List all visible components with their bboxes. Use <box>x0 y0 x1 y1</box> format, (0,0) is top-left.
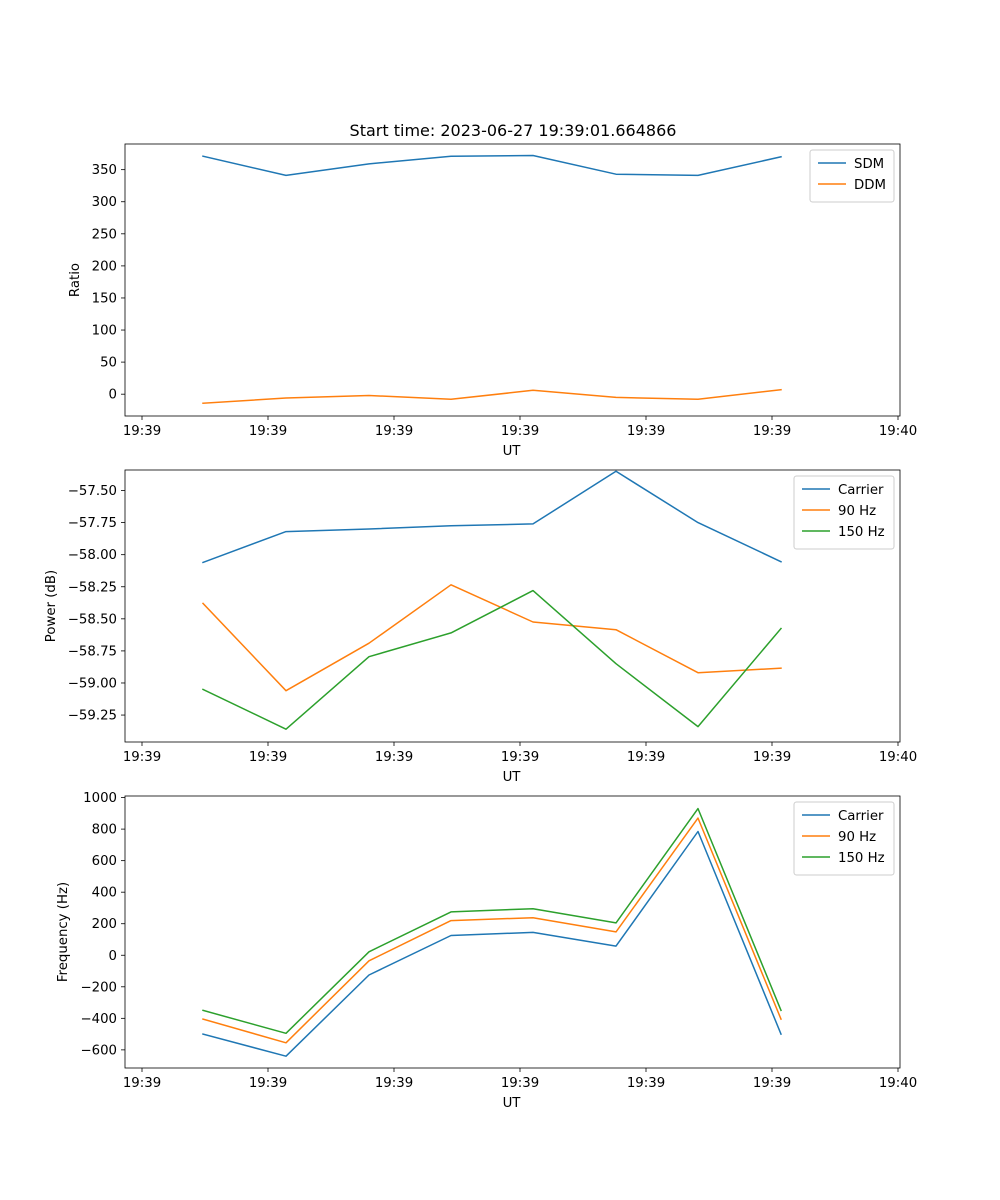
x-tick-label: 19:39 <box>375 750 413 765</box>
series-line-sdm <box>202 154 782 177</box>
x-axis-label: UT <box>503 770 522 785</box>
legend-label-150-hz: 150 Hz <box>838 851 885 866</box>
x-tick-label: 19:39 <box>753 424 791 439</box>
x-axis-label: UT <box>503 1096 522 1111</box>
legend-label-carrier: Carrier <box>838 483 884 498</box>
x-tick-label: 19:39 <box>249 424 287 439</box>
chart-panel-2: 19:39 19:39 19:39 19:39 19:39 19:39 19:40 −59.2… <box>44 469 917 785</box>
y-tick-label: −58.50 <box>68 612 117 627</box>
y-tick-label: −58.25 <box>68 580 117 595</box>
legend: Carrier 90 Hz 150 Hz <box>793 475 895 550</box>
y-tick-label: −400 <box>80 1012 117 1027</box>
y-tick-label: −58.00 <box>68 548 117 563</box>
x-tick-label: 19:39 <box>753 1076 791 1091</box>
y-tick-label: −600 <box>80 1043 117 1058</box>
chart-panel-3: 19:39 19:39 19:39 19:39 19:39 19:39 19:40 −600 −… <box>56 791 917 1111</box>
x-axis-label: UT <box>503 444 522 459</box>
x-tick-label: 19:39 <box>123 424 161 439</box>
y-tick-label: 100 <box>92 324 117 339</box>
y-tick-label: 150 <box>92 291 117 306</box>
y-tick-label: 300 <box>92 195 117 210</box>
y-tick-label: 350 <box>92 163 117 178</box>
x-tick-label: 19:39 <box>501 1076 539 1091</box>
x-tick-label: 19:39 <box>249 1076 287 1091</box>
x-tick-label: 19:40 <box>879 750 917 765</box>
y-tick-label: 0 <box>109 949 117 964</box>
series-line-carrier <box>202 830 782 1057</box>
legend: Carrier 90 Hz 150 Hz <box>793 801 895 876</box>
y-tick-label: −59.25 <box>68 709 117 724</box>
x-tick-label: 19:39 <box>123 750 161 765</box>
axes-frame <box>124 469 901 743</box>
legend-label-90-hz: 90 Hz <box>838 830 876 845</box>
x-tick-label: 19:39 <box>501 750 539 765</box>
x-tick-label: 19:39 <box>627 1076 665 1091</box>
y-tick-label: 50 <box>100 356 117 371</box>
y-axis-label: Ratio <box>68 263 83 297</box>
y-tick-label: 200 <box>92 259 117 274</box>
x-tick-label: 19:39 <box>501 424 539 439</box>
series-line-90-hz <box>201 584 782 692</box>
series-line-ddm <box>202 388 782 404</box>
legend: SDM DDM <box>809 149 895 203</box>
y-tick-label: 200 <box>92 917 117 932</box>
x-tick-label: 19:39 <box>627 424 665 439</box>
series-line-150-hz <box>201 589 783 730</box>
x-tick-label: 19:39 <box>627 750 665 765</box>
y-tick-label: 600 <box>92 854 117 869</box>
y-tick-label: 250 <box>92 227 117 242</box>
series-line-90-hz <box>202 817 782 1044</box>
x-tick-label: 19:40 <box>879 424 917 439</box>
y-tick-label: −59.00 <box>68 676 117 691</box>
y-axis-label: Frequency (Hz) <box>56 882 71 982</box>
legend-label-carrier: Carrier <box>838 809 884 824</box>
axes-frame <box>124 143 901 417</box>
legend-label-90-hz: 90 Hz <box>838 504 876 519</box>
y-tick-label: 400 <box>92 886 117 901</box>
figure-title: Start time: 2023-06-27 19:39:01.664866 <box>350 121 677 140</box>
x-tick-label: 19:39 <box>123 1076 161 1091</box>
y-tick-label: −200 <box>80 980 117 995</box>
legend-label-sdm: SDM <box>854 157 884 172</box>
x-tick-label: 19:40 <box>879 1076 917 1091</box>
legend-label-ddm: DDM <box>854 178 886 193</box>
x-tick-label: 19:39 <box>249 750 287 765</box>
x-tick-label: 19:39 <box>753 750 791 765</box>
y-tick-label: 0 <box>109 388 117 403</box>
legend-label-150-hz: 150 Hz <box>838 525 885 540</box>
y-tick-label: −57.50 <box>68 484 117 499</box>
y-tick-label: −57.75 <box>68 516 117 531</box>
y-tick-label: 1000 <box>83 791 117 806</box>
series-line-150-hz <box>202 807 782 1035</box>
x-tick-label: 19:39 <box>375 424 413 439</box>
axes-frame <box>124 795 901 1069</box>
y-tick-label: −58.75 <box>68 644 117 659</box>
chart-panel-1: 19:39 19:39 19:39 19:39 19:39 19:39 19:40 0 50 10… <box>68 143 917 459</box>
y-tick-label: 800 <box>92 823 117 838</box>
series-line-carrier <box>202 470 782 564</box>
y-axis-label: Power (dB) <box>44 570 59 642</box>
x-tick-label: 19:39 <box>375 1076 413 1091</box>
